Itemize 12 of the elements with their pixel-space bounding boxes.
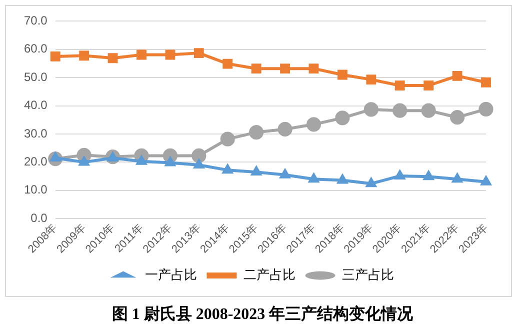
y-tick-label: 70.0 (24, 14, 48, 28)
y-tick-label: 30.0 (24, 126, 48, 140)
y-tick-label: 0.0 (30, 210, 48, 225)
text: 图 1 尉氏县 2008-2023 年三产结构变化情况 (110, 304, 414, 325)
legend-label: 二产占比 (243, 267, 296, 282)
legend-label: 三产占比 (342, 267, 394, 282)
legend-label: 一产占比 (144, 267, 197, 282)
y-tick-label: 40.0 (24, 98, 48, 112)
y-tick-label: 50.0 (24, 70, 48, 84)
y-tick-label: 20.0 (24, 154, 48, 168)
y-tick-label: 10.0 (24, 182, 48, 197)
y-tick-label: 60.0 (24, 42, 48, 56)
